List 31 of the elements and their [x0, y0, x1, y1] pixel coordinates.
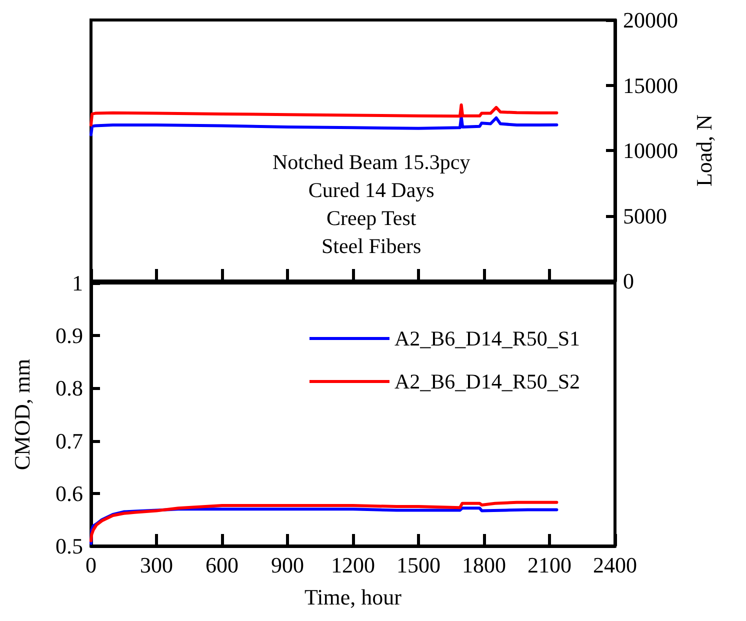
annotation: Notched Beam 15.3pcy: [272, 150, 471, 174]
annotation: Cured 14 Days: [308, 178, 434, 202]
legend-label: A2_B6_D14_R50_S1: [394, 326, 580, 350]
x-tick-label: 1800: [462, 552, 506, 578]
x-tick-label: 1500: [396, 552, 440, 578]
legend-label: A2_B6_D14_R50_S2: [394, 370, 580, 394]
y-tick-label: 0.7: [56, 428, 83, 454]
x-tick-label: 2400: [593, 552, 637, 578]
x-tick-label: 600: [206, 552, 238, 578]
y-tick-label: 10000: [623, 138, 678, 163]
line-series: [90, 115, 558, 136]
x-tick-label: 1200: [331, 552, 375, 578]
y-tick-label: 0: [623, 268, 634, 294]
annotation: Steel Fibers: [321, 234, 422, 258]
x-tick-label: 2100: [528, 552, 572, 578]
y-tick-label: 0.6: [56, 480, 83, 506]
y-tick-label: 0.8: [56, 376, 83, 401]
y-tick-label: 0.9: [56, 323, 83, 348]
x-tick-label: 900: [271, 552, 304, 578]
y-tick-label: 5000: [623, 203, 667, 228]
y-axis-title: CMOD, mm: [10, 358, 34, 470]
y-axis-title: Load, N: [692, 114, 716, 187]
x-tick-label: 300: [140, 552, 173, 578]
x-axis-title: Time, hour: [304, 584, 402, 610]
line-series: [90, 103, 558, 127]
y-tick-label: 15000: [623, 72, 678, 98]
y-tick-label: 0.5: [56, 534, 83, 558]
y-tick-label: 20000: [623, 8, 678, 32]
annotation: Creep Test: [326, 206, 416, 230]
line-series: [90, 500, 558, 542]
y-tick-label: 1: [72, 270, 83, 296]
